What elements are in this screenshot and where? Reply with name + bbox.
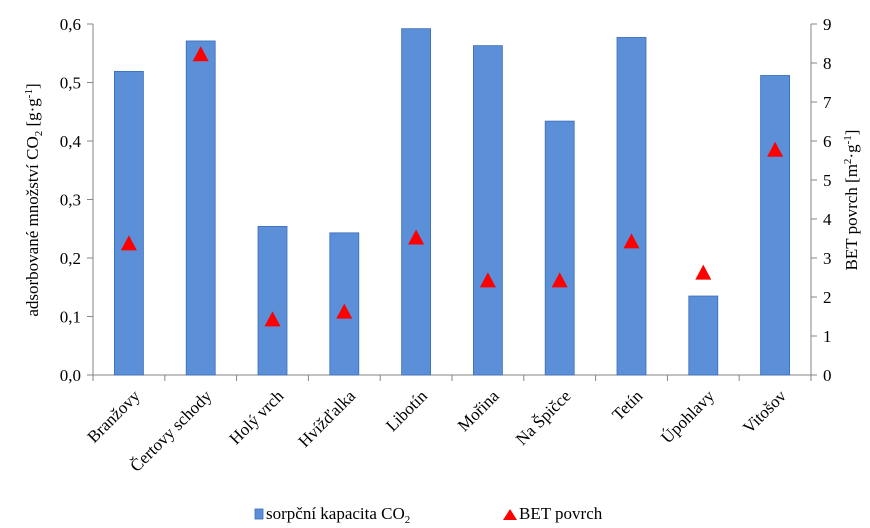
bet-point	[551, 272, 568, 288]
bar	[401, 28, 432, 376]
left-axis-title: adsorbované množství CO2 [g·g-1]	[23, 83, 45, 316]
legend: sorpční kapacita CO2 BET povrch	[254, 504, 603, 526]
right-tick-label: 5	[823, 171, 832, 190]
right-tick-label: 4	[823, 210, 832, 229]
bar	[257, 226, 288, 376]
right-tick-label: 7	[823, 93, 832, 112]
right-tick-label: 1	[823, 327, 832, 346]
category-label: Na Špičce	[512, 386, 575, 449]
left-tick-label: 0,1	[60, 308, 81, 327]
left-tick-label: 0,5	[60, 74, 81, 93]
right-tick-label: 9	[823, 15, 832, 34]
bet-point	[767, 141, 784, 157]
bar	[114, 70, 144, 376]
left-y-axis: 0,0 0,1 0,2 0,3 0,4 0,5 0,6	[60, 15, 93, 385]
right-tick-label: 3	[823, 249, 832, 268]
bar	[688, 295, 719, 376]
category-label: Branžovy	[84, 386, 145, 447]
bar	[472, 45, 503, 376]
bar	[544, 120, 575, 376]
right-axis-title: BET povrch [m2·g-1]	[842, 130, 861, 271]
legend-marker-label: BET povrch	[519, 504, 603, 523]
category-label: Hvížďalka	[295, 386, 360, 451]
left-tick-label: 0,4	[60, 132, 82, 151]
bet-point	[479, 272, 496, 288]
plot-area	[92, 24, 812, 376]
category-label: Tetín	[608, 386, 646, 424]
legend-triangle-icon	[503, 509, 517, 520]
left-tick-label: 0,0	[60, 366, 81, 385]
left-tick-label: 0,2	[60, 249, 81, 268]
category-label: Libotín	[382, 386, 431, 435]
left-tick-label: 0,3	[60, 191, 81, 210]
bet-point	[336, 303, 353, 319]
bet-point	[695, 264, 712, 280]
category-label: Holý vrch	[225, 386, 287, 448]
legend-bar-label: sorpční kapacita CO2	[266, 504, 410, 526]
bet-point	[408, 229, 425, 245]
legend-bar-swatch	[254, 508, 264, 520]
bar	[616, 37, 647, 376]
bet-point	[264, 311, 281, 327]
right-tick-label: 6	[823, 132, 832, 151]
bar	[760, 75, 790, 376]
right-tick-label: 0	[823, 366, 832, 385]
bet-point	[120, 235, 137, 251]
bet-point	[623, 233, 640, 249]
category-label: Úpohlavy	[657, 386, 718, 447]
right-tick-label: 8	[823, 54, 832, 73]
bar	[185, 40, 216, 376]
category-label: Vitošov	[739, 386, 790, 437]
left-tick-label: 0,6	[60, 15, 81, 34]
bet-point	[192, 46, 209, 62]
right-y-axis: 0 1 2 3 4 5 6 7 8 9	[811, 15, 832, 385]
category-label: Mořina	[454, 386, 503, 435]
right-tick-label: 2	[823, 288, 832, 307]
